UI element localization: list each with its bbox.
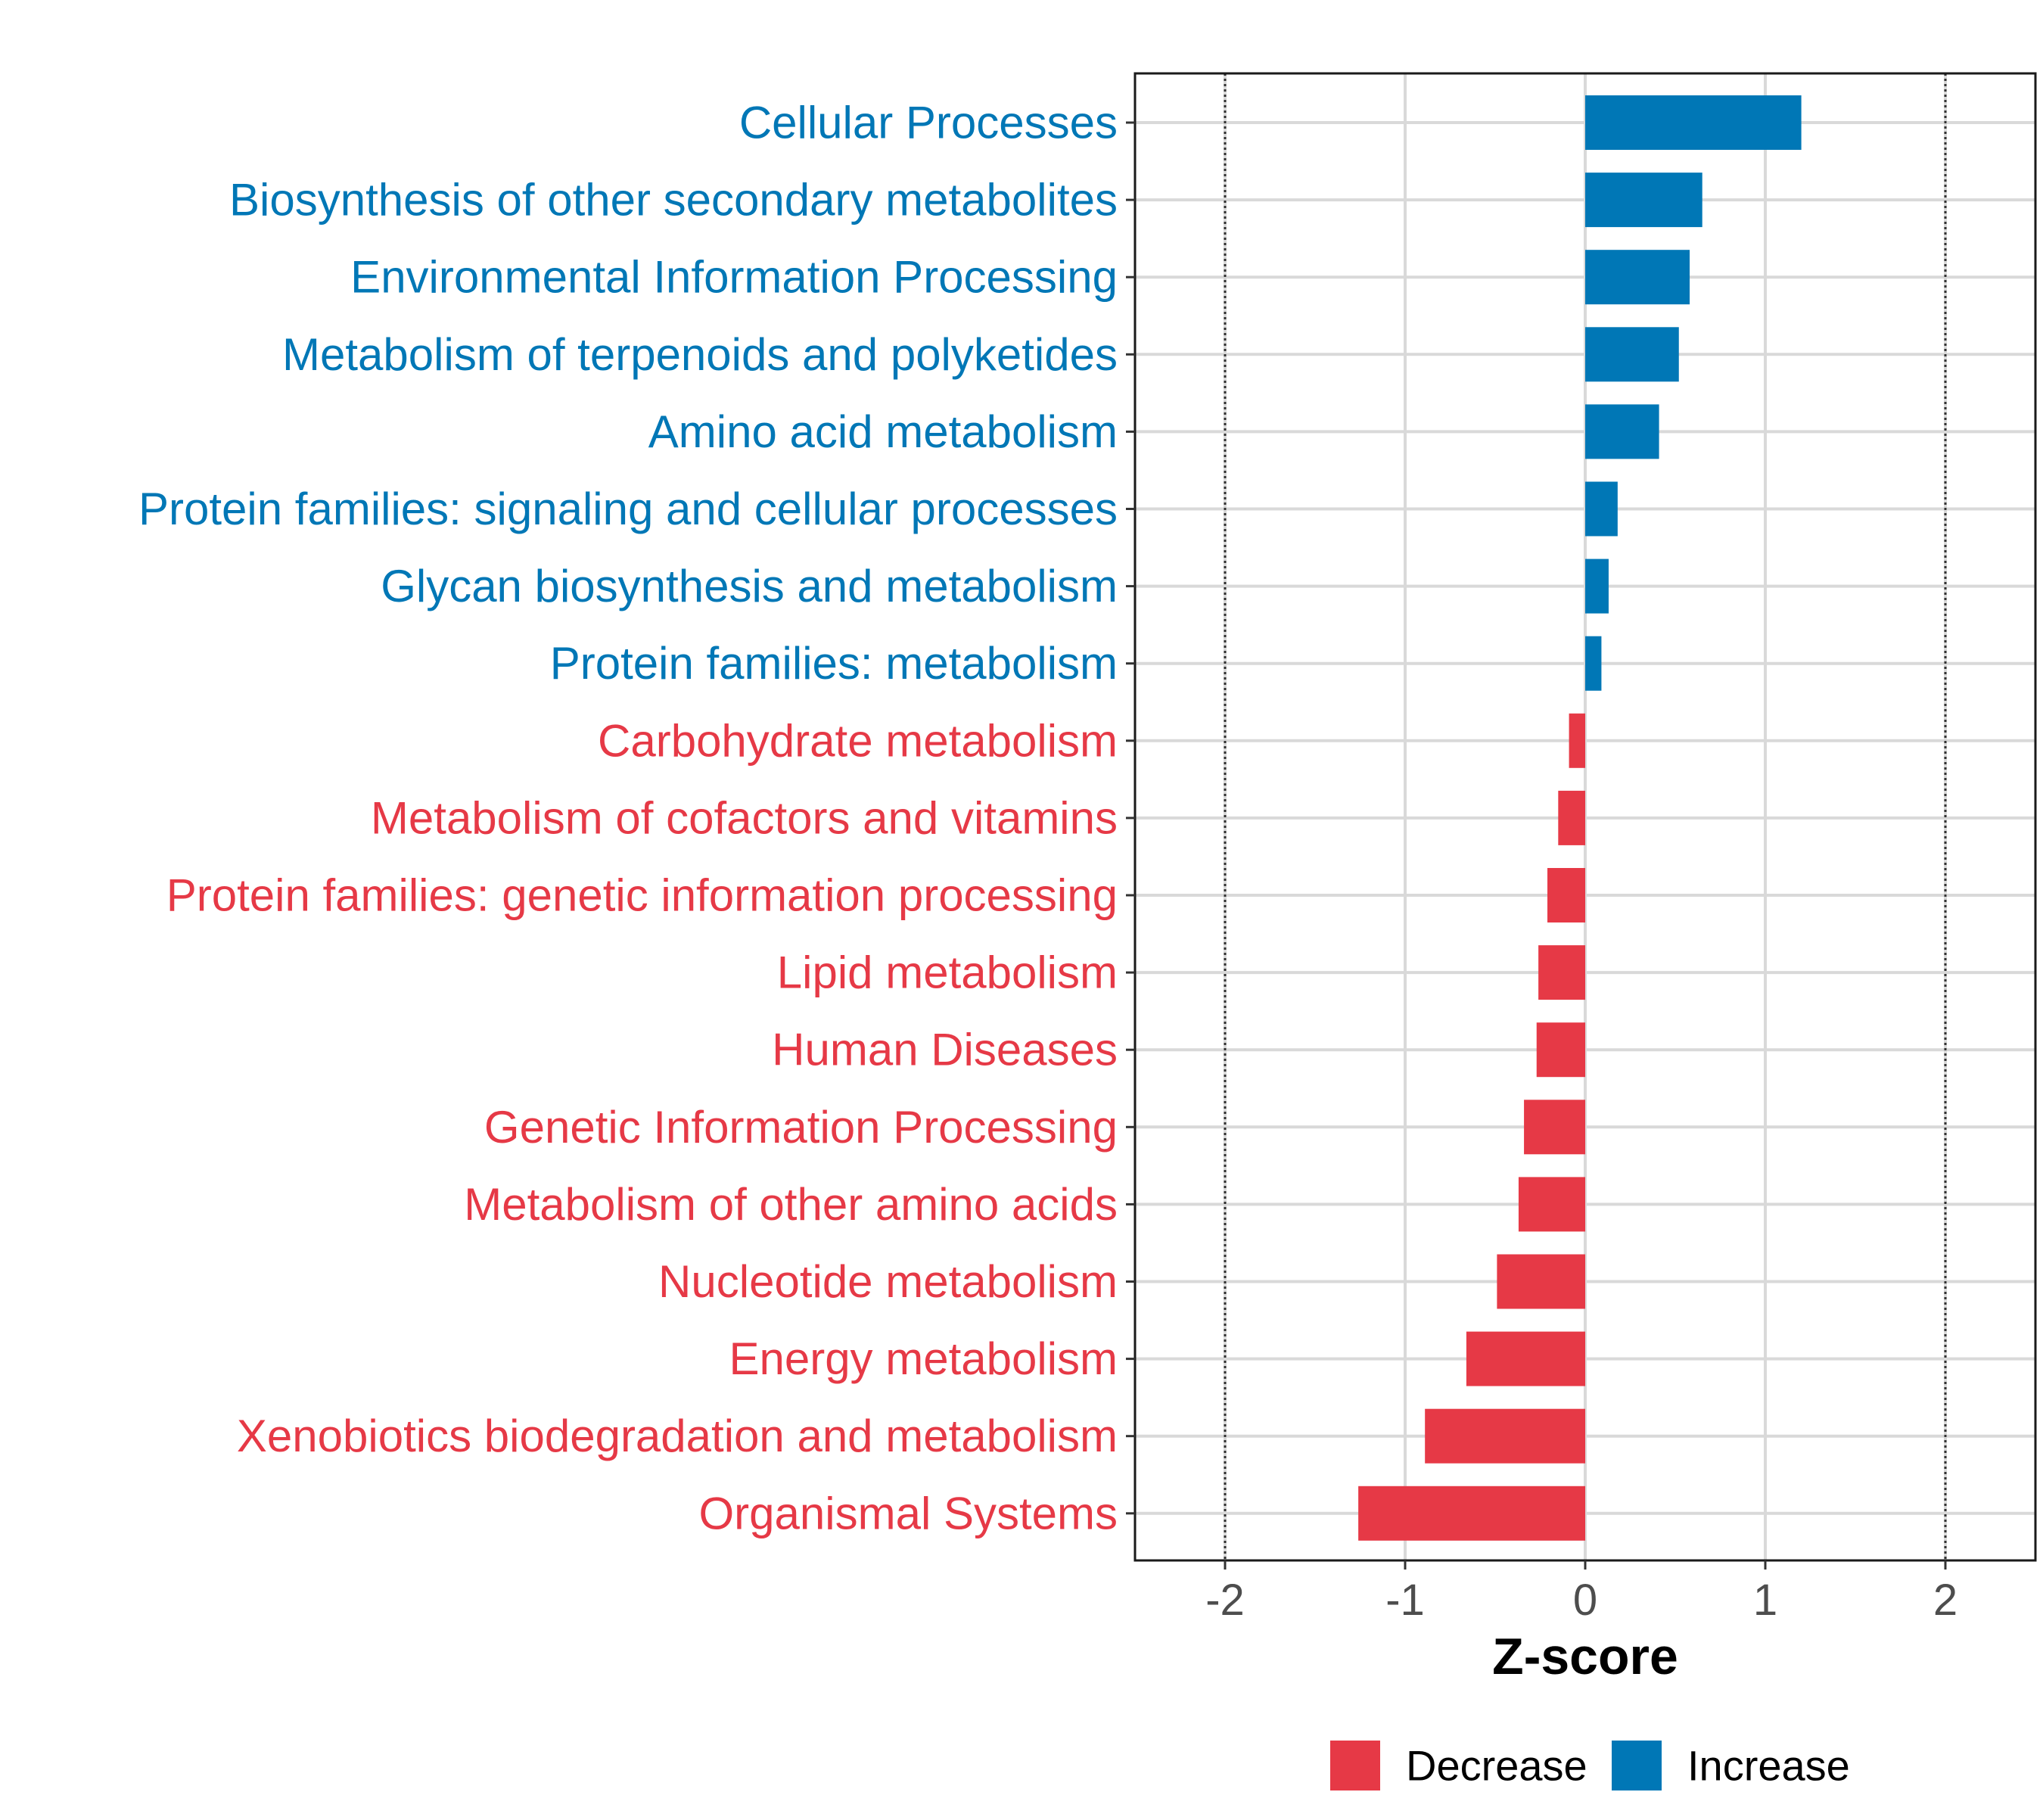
x-tick-label-4: 2 — [1933, 1576, 1957, 1625]
bar-10 — [1547, 868, 1585, 922]
category-label-1: Biosynthesis of other secondary metaboli… — [229, 175, 1118, 226]
category-label-12: Human Diseases — [772, 1025, 1118, 1075]
bar-4 — [1585, 404, 1659, 459]
bar-11 — [1538, 945, 1585, 1000]
bar-7 — [1585, 636, 1602, 691]
legend-label-increase: Increase — [1687, 1742, 1850, 1790]
category-label-7: Protein families: metabolism — [550, 638, 1118, 689]
category-label-0: Cellular Processes — [739, 98, 1118, 148]
category-label-13: Genetic Information Processing — [484, 1102, 1118, 1153]
bar-13 — [1524, 1100, 1585, 1155]
bar-0 — [1585, 95, 1802, 150]
bar-1 — [1585, 173, 1702, 228]
bar-16 — [1466, 1331, 1585, 1386]
category-label-6: Glycan biosynthesis and metabolism — [381, 561, 1118, 611]
bar-5 — [1585, 481, 1618, 537]
category-label-11: Lipid metabolism — [777, 947, 1118, 998]
x-tick-label-2: 0 — [1573, 1576, 1597, 1625]
bar-9 — [1558, 790, 1585, 845]
category-label-14: Metabolism of other amino acids — [464, 1179, 1118, 1230]
category-label-3: Metabolism of terpenoids and polyketides — [282, 329, 1118, 380]
category-label-18: Organismal Systems — [699, 1488, 1118, 1538]
x-tick-label-0: -2 — [1205, 1576, 1245, 1625]
bar-6 — [1585, 558, 1609, 614]
x-tick-label-1: -1 — [1385, 1576, 1425, 1625]
legend-key-increase — [1612, 1741, 1662, 1790]
x-axis-title: Z-score — [1492, 1628, 1678, 1685]
bar-3 — [1585, 327, 1679, 382]
category-label-2: Environmental Information Processing — [350, 252, 1118, 303]
x-tick-label-3: 1 — [1753, 1576, 1777, 1625]
category-label-9: Metabolism of cofactors and vitamins — [371, 792, 1118, 843]
category-label-8: Carbohydrate metabolism — [598, 715, 1118, 766]
bar-2 — [1585, 250, 1690, 305]
category-label-5: Protein families: signaling and cellular… — [138, 484, 1118, 534]
bar-18 — [1358, 1486, 1585, 1541]
category-label-16: Energy metabolism — [729, 1333, 1118, 1384]
category-label-15: Nucleotide metabolism — [658, 1256, 1118, 1307]
bar-12 — [1536, 1022, 1585, 1078]
bar-8 — [1569, 713, 1585, 768]
bar-17 — [1425, 1408, 1585, 1464]
category-label-10: Protein families: genetic information pr… — [166, 870, 1118, 921]
category-label-17: Xenobiotics biodegradation and metabolis… — [237, 1411, 1118, 1461]
category-label-4: Amino acid metabolism — [648, 406, 1118, 457]
legend-label-decrease: Decrease — [1406, 1742, 1587, 1790]
bar-15 — [1497, 1254, 1585, 1309]
bar-14 — [1518, 1177, 1585, 1232]
legend-key-decrease — [1330, 1741, 1380, 1790]
